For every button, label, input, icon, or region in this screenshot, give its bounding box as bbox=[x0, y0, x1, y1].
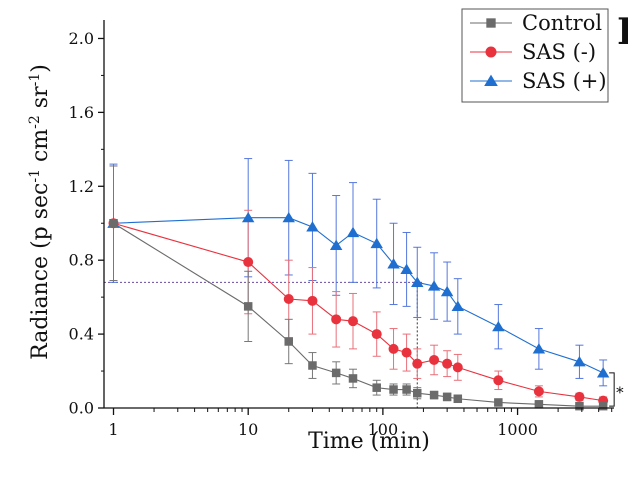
data-point-2-10 bbox=[427, 280, 441, 291]
x-tick-label-2: 100 bbox=[368, 420, 399, 439]
x-tick-label-1: 10 bbox=[238, 420, 258, 439]
data-point-2-15 bbox=[573, 356, 586, 367]
legend-marker-0 bbox=[486, 18, 496, 28]
data-point-2-11 bbox=[440, 285, 454, 297]
legend-marker-2 bbox=[484, 74, 498, 87]
data-point-0-3 bbox=[308, 361, 317, 370]
data-point-0-13 bbox=[494, 398, 503, 407]
legend-label-2: SAS (+) bbox=[522, 69, 607, 93]
data-point-1-13 bbox=[493, 375, 504, 386]
data-point-1-4 bbox=[331, 314, 342, 325]
y-axis-title-superscript: -1 bbox=[27, 169, 43, 183]
y-axis-title-part: ) bbox=[28, 64, 53, 73]
data-point-1-6 bbox=[371, 329, 382, 340]
data-point-2-6 bbox=[370, 237, 383, 249]
data-point-0-4 bbox=[331, 368, 341, 378]
data-point-2-16 bbox=[596, 367, 610, 378]
data-point-0-12 bbox=[453, 394, 463, 404]
data-point-1-12 bbox=[452, 362, 463, 373]
data-point-2-3 bbox=[306, 221, 319, 232]
significance-bracket: * bbox=[609, 372, 624, 407]
data-point-1-15 bbox=[574, 391, 585, 402]
data-point-2-8 bbox=[400, 263, 413, 275]
y-axis-title-superscript: -1 bbox=[27, 73, 43, 87]
data-point-1-7 bbox=[388, 343, 399, 354]
data-point-2-12 bbox=[451, 300, 465, 311]
data-point-0-15 bbox=[575, 401, 584, 411]
y-tick-label-0: 0.0 bbox=[69, 399, 94, 418]
y-axis-title-superscript: -2 bbox=[27, 115, 43, 129]
legend: Control SAS (-) SAS (+) bbox=[461, 8, 609, 103]
y-tick-label-5: 2.0 bbox=[69, 29, 94, 48]
data-point-0-0 bbox=[109, 218, 118, 228]
panel-letter: I bbox=[617, 11, 628, 53]
data-point-0-1 bbox=[243, 302, 253, 311]
legend-marker-1 bbox=[485, 46, 497, 58]
data-point-2-13 bbox=[492, 320, 505, 332]
data-point-1-14 bbox=[533, 386, 544, 397]
data-point-0-5 bbox=[348, 374, 358, 383]
y-axis-title: Radiance (p sec-1 cm-2 sr-1) bbox=[27, 64, 53, 360]
data-point-1-2 bbox=[283, 293, 294, 304]
data-point-1-8 bbox=[401, 347, 412, 358]
data-point-1-3 bbox=[307, 295, 318, 306]
data-point-2-5 bbox=[346, 226, 360, 238]
y-axis-title-part: sr bbox=[28, 86, 53, 115]
data-point-2-7 bbox=[387, 258, 400, 269]
y-tick-label-1: 0.4 bbox=[69, 325, 94, 344]
y-tick-label-4: 1.6 bbox=[69, 103, 94, 122]
data-point-0-10 bbox=[429, 390, 439, 400]
data-point-2-2 bbox=[282, 211, 295, 223]
legend-label-1: SAS (-) bbox=[522, 40, 596, 64]
data-point-0-8 bbox=[402, 385, 411, 394]
data-point-0-14 bbox=[534, 400, 544, 409]
data-markers bbox=[107, 211, 610, 411]
significance-asterisk: * bbox=[616, 384, 624, 402]
axes: 0.0 0.4 0.8 1.2 1.6 2.0 1 10 100 1000 Time (min) Ra… bbox=[27, 20, 614, 454]
data-point-0-7 bbox=[389, 385, 398, 394]
data-point-1-10 bbox=[429, 354, 440, 365]
data-point-2-1 bbox=[241, 211, 255, 223]
y-axis-title-part: Radiance (p sec bbox=[28, 183, 53, 360]
data-point-1-1 bbox=[243, 257, 254, 268]
data-point-0-6 bbox=[372, 383, 381, 392]
y-axis-title-part: cm bbox=[28, 129, 53, 169]
data-point-0-2 bbox=[284, 337, 293, 346]
data-point-1-11 bbox=[442, 358, 453, 369]
x-tick-label-3: 1000 bbox=[497, 420, 538, 439]
x-axis-title: Time (min) bbox=[308, 429, 430, 454]
data-point-0-16 bbox=[598, 401, 608, 411]
data-point-1-5 bbox=[347, 316, 358, 327]
data-point-2-9 bbox=[411, 276, 424, 287]
x-tick-label-0: 1 bbox=[108, 420, 118, 439]
data-point-0-11 bbox=[442, 392, 452, 402]
y-tick-label-2: 0.8 bbox=[69, 251, 94, 270]
y-tick-label-3: 1.2 bbox=[69, 177, 94, 196]
data-point-2-14 bbox=[532, 343, 546, 354]
significance-bracket-line bbox=[609, 372, 615, 407]
data-point-0-9 bbox=[413, 388, 422, 398]
data-point-1-9 bbox=[412, 358, 423, 369]
legend-label-0: Control bbox=[522, 11, 602, 35]
data-point-2-4 bbox=[329, 239, 343, 251]
